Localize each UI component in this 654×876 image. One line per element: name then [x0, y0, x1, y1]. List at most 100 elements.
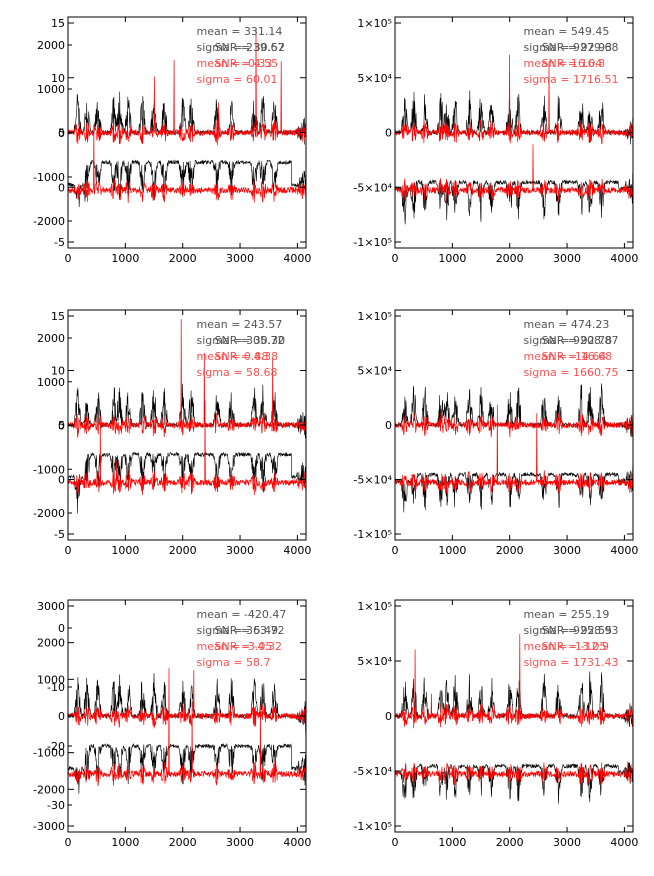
series-line-lower-primary [395, 172, 633, 225]
series-line-upper-secondary [68, 319, 306, 438]
stat-annotation: mean = 0.88 [197, 350, 269, 363]
stat-annotation: sigma = 305.72 [197, 334, 285, 347]
y-tick-label: 3000 [37, 600, 65, 613]
series-group [395, 634, 633, 804]
stat-annotation: mean = 243.57 [197, 318, 283, 331]
stat-annotation: sigma = 1731.43 [524, 656, 619, 669]
stat-annotation: sigma = 9208.87 [524, 334, 619, 347]
y-tick-label: 1×10⁵ [357, 600, 392, 613]
series-line-lower-primary [68, 742, 306, 794]
series-line-lower-primary [68, 159, 306, 208]
stat-annotation: sigma = 60.01 [197, 73, 278, 86]
y-tick-label: 0 [58, 710, 65, 723]
y-tick-label: 0 [385, 710, 392, 723]
y-tick-label: -1×10⁵ [353, 236, 392, 249]
stat-annotation: SNR = 4.55 [215, 57, 279, 70]
series-group [395, 383, 633, 513]
x-tick-label: 3000 [553, 544, 581, 557]
x-tick-label: 0 [65, 544, 72, 557]
x-tick-label: 2000 [169, 252, 197, 265]
series-line-upper-primary [68, 383, 306, 439]
stat-annotation: mean = 331.14 [197, 25, 283, 38]
y-tick-label: 0 [385, 127, 392, 140]
stat-annotation: mean = 255.19 [524, 608, 610, 621]
series-line-upper-primary [68, 91, 306, 145]
y-tick-label-secondary: 0 [58, 420, 65, 433]
y-tick-label-secondary: 1000 [37, 376, 65, 389]
series-line-upper-primary [68, 673, 306, 735]
x-tick-label: 1000 [438, 836, 466, 849]
chart-panel-5: 0 1000 2000 3000 4000 3000 2000 1000 0 -1000 -2000… [33, 599, 311, 849]
x-tick-label: 4000 [610, 544, 638, 557]
stat-annotation: sigma = 363.72 [197, 624, 285, 637]
stat-annotation: SNR = 16.8 [542, 57, 606, 70]
y-tick-label: 1×10⁵ [357, 310, 392, 323]
series-group [68, 27, 306, 208]
stat-annotation: sigma = 1716.51 [524, 73, 619, 86]
y-tick-label: -5×10⁴ [353, 181, 392, 194]
x-tick-label: 3000 [226, 252, 254, 265]
x-tick-label: 0 [392, 836, 399, 849]
stat-annotation: sigma = 239.67 [197, 41, 285, 54]
y-tick-label: 15 [51, 17, 65, 30]
y-tick-label: -5 [54, 528, 65, 541]
series-line-upper-primary [395, 671, 633, 728]
x-tick-label: 3000 [226, 544, 254, 557]
y-tick-label: 5 [58, 419, 65, 432]
y-tick-label: 5×10⁴ [357, 655, 392, 668]
series-line-lower-secondary [395, 761, 633, 787]
stat-annotation: sigma = 9279.68 [524, 41, 619, 54]
x-tick-label: 2000 [496, 252, 524, 265]
stat-annotation: SNR = 5.49 [215, 624, 279, 637]
x-tick-label: 2000 [169, 544, 197, 557]
stat-annotation: sigma = 58.7 [197, 656, 271, 669]
chart-panel-6: 0 1000 2000 3000 4000 1×10⁵ 5×10⁴ 0 -5×10⁴ -1×10⁵… [353, 599, 638, 849]
y-tick-label: 5×10⁴ [357, 72, 392, 85]
series-line-upper-primary [395, 90, 633, 145]
y-tick-label-secondary: 1000 [37, 83, 65, 96]
x-tick-label: 1000 [111, 252, 139, 265]
series-line-upper-secondary [395, 412, 633, 438]
y-tick-label: -1000 [33, 747, 65, 760]
y-tick-label: 0 [385, 419, 392, 432]
series-line-lower-secondary [68, 400, 306, 496]
y-tick-label: -2000 [33, 783, 65, 796]
y-tick-label-secondary: -30 [47, 799, 65, 812]
x-tick-label: 1000 [111, 544, 139, 557]
y-tick-label: -1×10⁵ [353, 528, 392, 541]
y-tick-label: 0 [58, 474, 65, 487]
x-tick-label: 1000 [111, 836, 139, 849]
series-line-upper-secondary [68, 27, 306, 146]
series-line-lower-primary [395, 466, 633, 513]
x-tick-label: 0 [392, 544, 399, 557]
y-tick-label: 5×10⁴ [357, 365, 392, 378]
y-tick-label-secondary: -2000 [33, 507, 65, 520]
y-tick-label-secondary: -1000 [33, 463, 65, 476]
x-tick-label: 4000 [283, 252, 311, 265]
stat-annotation: mean = -13.05 [524, 640, 607, 653]
series-line-upper-secondary [395, 634, 633, 729]
x-tick-label: 4000 [283, 836, 311, 849]
stat-annotation: sigma = 1660.75 [524, 366, 619, 379]
y-tick-label: 15 [51, 310, 65, 323]
y-tick-label: -5 [54, 236, 65, 249]
y-tick-label: 2000 [37, 637, 65, 650]
y-tick-label: -3000 [33, 820, 65, 833]
x-tick-label: 1000 [438, 544, 466, 557]
series-line-lower-secondary [68, 668, 306, 786]
x-tick-label: 2000 [169, 836, 197, 849]
series-group [68, 668, 306, 794]
stat-annotation: SNR = 30.30 [215, 334, 286, 347]
y-tick-label: 1×10⁵ [357, 17, 392, 30]
stat-annotation: sigma = 9258.93 [524, 624, 619, 637]
stat-annotation: mean = 549.45 [524, 25, 610, 38]
x-tick-label: 3000 [226, 836, 254, 849]
series-line-upper-secondary [68, 669, 306, 729]
series-group [68, 319, 306, 514]
y-tick-label-secondary: -10 [47, 681, 65, 694]
x-tick-label: 1000 [438, 252, 466, 265]
series-line-lower-primary [68, 451, 306, 514]
chart-panel-1: 0 1000 2000 3000 4000151050-5200010000-1000-… [33, 16, 311, 265]
chart-panel-3: 0 1000 2000 3000 4000151050-5200010000-1000-… [33, 309, 311, 557]
